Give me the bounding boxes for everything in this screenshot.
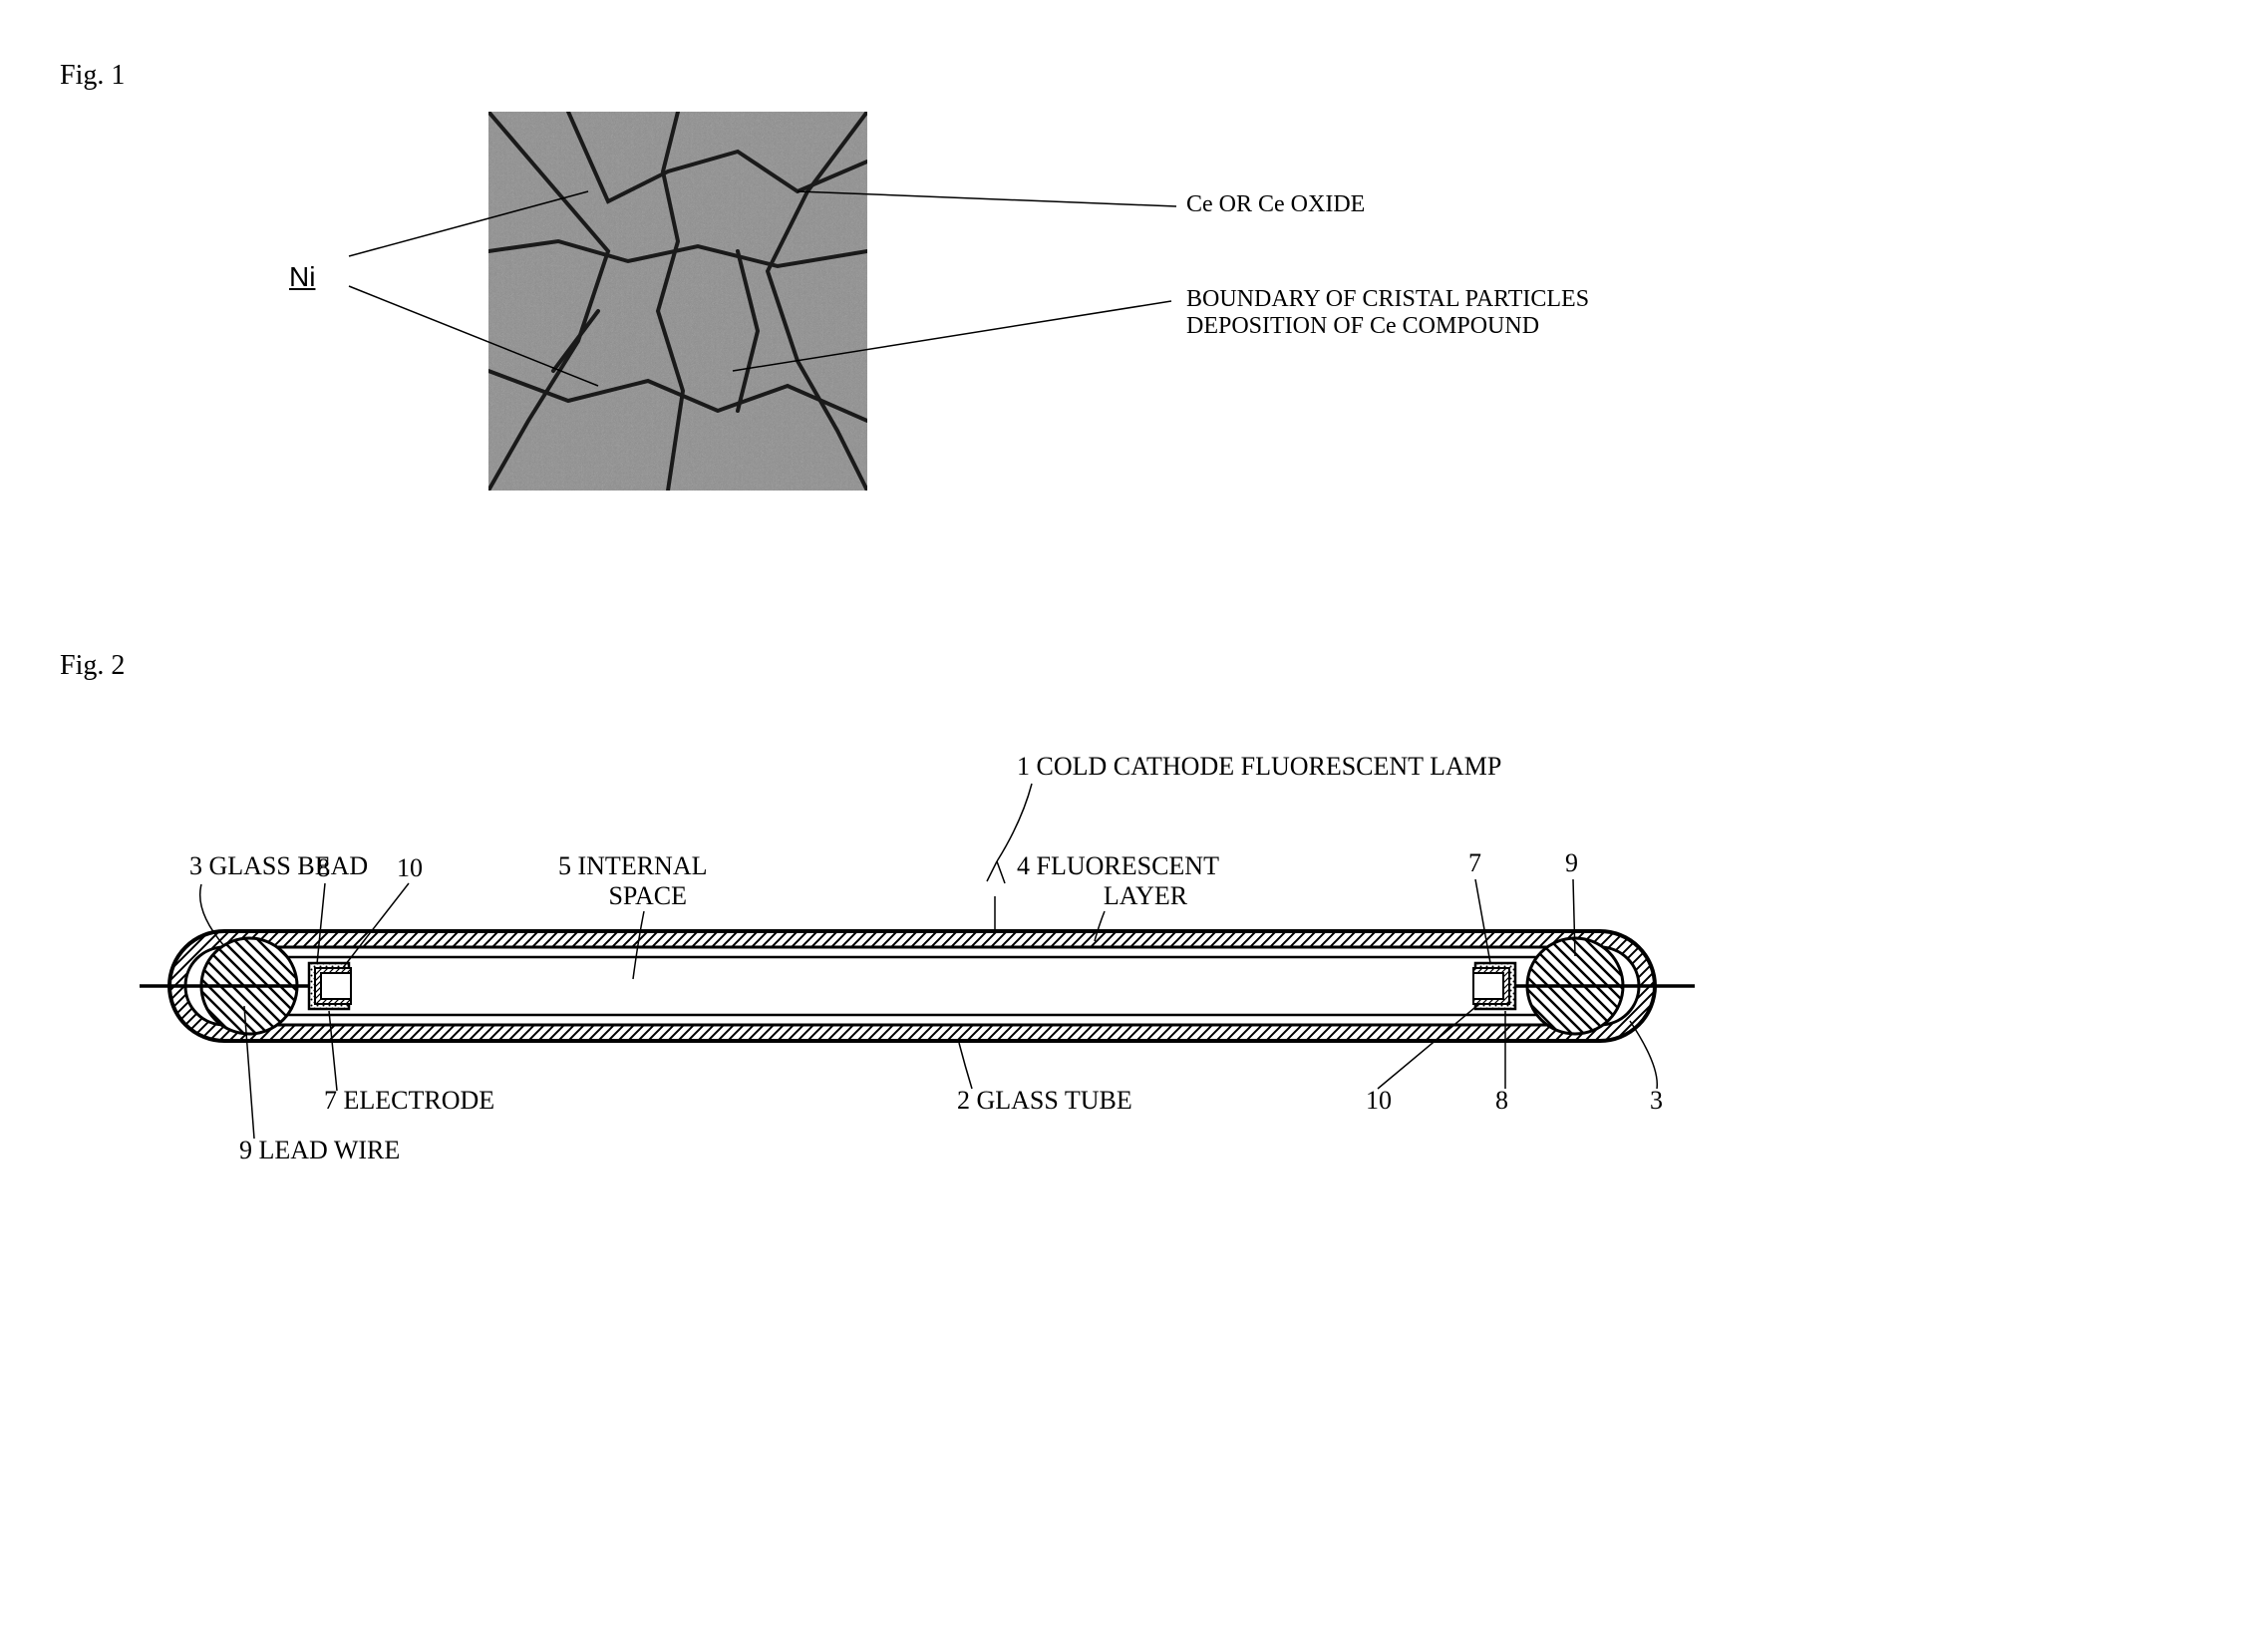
lamp-diagram [80, 702, 1774, 1200]
ce-oxide-label: Ce OR Ce OXIDE [1186, 191, 1365, 218]
num-5: 5 [558, 851, 571, 880]
num-10-right: 10 [1366, 1086, 1392, 1116]
fig1-container: Ni Ce OR Ce OXIDE BOUNDARY OF CRISTAL PA… [160, 112, 1555, 590]
text-fluorescent-2: LAYER [1104, 881, 1187, 910]
ni-label: Ni [289, 261, 315, 293]
fig2-title: Fig. 2 [60, 650, 2185, 682]
text-internal-space-1: INTERNAL [578, 851, 708, 880]
label-electrode: 7 ELECTRODE [324, 1086, 494, 1116]
label-glass-tube: 2 GLASS TUBE [957, 1086, 1132, 1116]
num-3: 3 [189, 851, 202, 880]
num-7-right: 7 [1468, 848, 1481, 878]
text-internal-space-2: SPACE [608, 881, 687, 910]
text-glass-tube: GLASS TUBE [977, 1086, 1132, 1115]
micrograph-image [488, 112, 867, 491]
text-glass-bead: GLASS BEAD [209, 851, 369, 880]
num-9: 9 [239, 1136, 252, 1164]
num-8-right: 8 [1495, 1086, 1508, 1116]
num-8-left: 8 [317, 853, 330, 883]
num-10-left: 10 [397, 853, 423, 883]
figure-2: Fig. 2 [60, 650, 2185, 1200]
num-3-right: 3 [1650, 1086, 1663, 1116]
boundary-label: BOUNDARY OF CRISTAL PARTICLES DEPOSITION… [1186, 286, 1589, 340]
text-lamp: COLD CATHODE FLUORESCENT LAMP [1037, 752, 1502, 781]
text-fluorescent-1: FLUORESCENT [1037, 851, 1219, 880]
label-glass-bead: 3 GLASS BEAD [189, 851, 368, 881]
label-internal-space: 5 INTERNAL SPACE [558, 851, 707, 911]
fig1-title: Fig. 1 [60, 60, 2185, 92]
label-lamp: 1 COLD CATHODE FLUORESCENT LAMP [1017, 752, 1501, 782]
num-9-right: 9 [1565, 848, 1578, 878]
num-2: 2 [957, 1086, 970, 1115]
label-lead-wire: 9 LEAD WIRE [239, 1136, 400, 1165]
num-7: 7 [324, 1086, 337, 1115]
text-lead-wire: LEAD WIRE [259, 1136, 401, 1164]
fig2-container: 1 COLD CATHODE FLUORESCENT LAMP 3 GLASS … [80, 702, 1774, 1200]
num-1: 1 [1017, 752, 1030, 781]
num-4: 4 [1017, 851, 1030, 880]
figure-1: Fig. 1 [60, 60, 2185, 590]
boundary-line1: BOUNDARY OF CRISTAL PARTICLES [1186, 286, 1589, 312]
boundary-line2: DEPOSITION OF Ce COMPOUND [1186, 313, 1539, 339]
label-fluorescent: 4 FLUORESCENT LAYER [1017, 851, 1219, 911]
text-electrode: ELECTRODE [344, 1086, 495, 1115]
